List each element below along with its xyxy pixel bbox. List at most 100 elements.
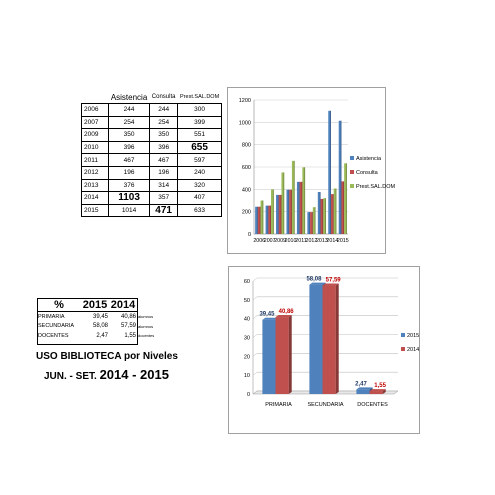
table-row: 2015 1014 471 633 bbox=[81, 203, 222, 218]
bar-shade bbox=[272, 189, 274, 234]
cell-level: DOCENTES bbox=[38, 332, 69, 339]
levels-table: % 2015 2014 PRIMARIA 39,45 40,86 alumnos… bbox=[37, 298, 167, 341]
cell-unit: docentes bbox=[138, 333, 155, 339]
bar-top bbox=[322, 283, 339, 286]
legend-swatch bbox=[350, 156, 354, 160]
usage-chart: 0 200 400 600 800 1000 1200 2006 2007 2009 2010 201… bbox=[227, 87, 396, 254]
cell-year: 2007 bbox=[81, 115, 109, 130]
gridline-depth bbox=[252, 371, 258, 376]
y-tick-label: 1200 bbox=[239, 98, 251, 104]
cell-2014: 1,55 bbox=[124, 332, 136, 339]
cell-2015: 39,45 bbox=[92, 313, 108, 320]
bar-shade bbox=[340, 120, 342, 234]
x-tick-label: 2009 bbox=[274, 238, 286, 244]
bar-prest-sal-dom bbox=[302, 167, 306, 234]
bar-consulta bbox=[320, 198, 324, 234]
cell-consulta: 471 bbox=[149, 203, 179, 218]
x-tick-label: 2007 bbox=[264, 238, 276, 244]
bar-asistencia bbox=[328, 110, 331, 234]
bar-2015 bbox=[309, 284, 323, 394]
cell-year: 2012 bbox=[81, 165, 109, 180]
data-label: 2,47 bbox=[355, 381, 367, 387]
cell-asistencia: 254 bbox=[107, 115, 151, 130]
y-tick-label: 1000 bbox=[239, 120, 251, 126]
bar-side bbox=[382, 389, 386, 394]
bar-consulta bbox=[310, 212, 313, 234]
x-tick-label: 2015 bbox=[337, 238, 349, 244]
header-spacer bbox=[137, 298, 167, 312]
bar-shade bbox=[330, 110, 331, 234]
bar-top bbox=[356, 387, 373, 390]
x-tick-label: PRIMARIA bbox=[265, 402, 292, 408]
gridline-depth bbox=[252, 315, 258, 319]
cell-prest: 655 bbox=[177, 140, 222, 155]
bar-asistencia bbox=[317, 192, 321, 234]
cell-asistencia: 1014 bbox=[107, 203, 151, 218]
levels-chart-svg: 0 10 20 30 40 50 60 39,45 40,86 PRIMARIA 58,08 57,5… bbox=[244, 277, 419, 408]
table-row: 2012 196 196 240 bbox=[81, 165, 222, 180]
bar-shade bbox=[262, 200, 264, 234]
usage-table: Asistencia Consulta Prest.SAL.DOM 2006 2… bbox=[81, 89, 222, 218]
legend-label: 2015 bbox=[407, 333, 419, 339]
cell-asistencia: 244 bbox=[107, 103, 151, 117]
cell-consulta: 254 bbox=[149, 115, 179, 130]
cell-prest: 300 bbox=[177, 103, 222, 117]
cell-2015: 58,08 bbox=[92, 323, 108, 330]
cell-consulta: 396 bbox=[149, 140, 179, 155]
bar-shade bbox=[309, 212, 311, 234]
bar-side bbox=[335, 283, 339, 394]
cell-level: PRIMARIA bbox=[38, 313, 65, 320]
legend-swatch bbox=[401, 347, 405, 351]
y-tick-label: 600 bbox=[242, 165, 251, 171]
bar-shade bbox=[343, 181, 345, 234]
bar-shade bbox=[277, 194, 279, 234]
cell-unit: alumnos bbox=[138, 323, 154, 329]
bar-shade bbox=[257, 206, 258, 234]
bar-consulta bbox=[330, 194, 334, 234]
legend-label: Asistencia bbox=[356, 156, 382, 162]
cell-asistencia: 396 bbox=[107, 140, 151, 155]
table-row: 2010 396 396 655 bbox=[81, 140, 222, 155]
cell-2014: 40,86 bbox=[120, 313, 136, 320]
cell-prest: 407 bbox=[177, 191, 222, 205]
x-tick-label: 2011 bbox=[295, 238, 306, 244]
header-2015: 2015 bbox=[81, 298, 109, 312]
bar-prest-sal-dom bbox=[312, 207, 316, 234]
legend-swatch bbox=[350, 170, 354, 174]
legend-label: 2014 bbox=[407, 347, 419, 353]
bar-consulta bbox=[278, 194, 282, 234]
table-row: PRIMARIA 39,45 40,86 alumnos bbox=[37, 312, 167, 322]
cell-consulta: 467 bbox=[149, 153, 179, 167]
bar-2015 bbox=[356, 389, 370, 394]
y-tick-label: 800 bbox=[242, 143, 251, 149]
gridline-depth bbox=[252, 353, 258, 357]
bar-asistencia bbox=[265, 205, 269, 234]
bar-prest-sal-dom bbox=[323, 198, 326, 234]
bar-shade bbox=[259, 206, 261, 234]
bar-consulta bbox=[299, 181, 303, 234]
y-tick-label: 60 bbox=[244, 279, 250, 285]
data-label: 40,86 bbox=[279, 309, 295, 315]
bar-top bbox=[309, 282, 326, 285]
bar-consulta bbox=[257, 206, 261, 234]
bar-shade bbox=[288, 189, 290, 234]
x-tick-label: SECUNDARIA bbox=[307, 402, 343, 408]
caption-period-prefix: JUN. - SET. bbox=[44, 371, 97, 382]
bar-2015 bbox=[262, 319, 276, 394]
bar-top bbox=[369, 389, 386, 392]
data-label: 57,59 bbox=[326, 278, 342, 284]
cell-year: 2015 bbox=[81, 203, 109, 218]
cell-prest: 551 bbox=[177, 128, 222, 142]
bar-asistencia bbox=[276, 194, 279, 234]
cell-prest: 633 bbox=[177, 203, 222, 218]
bar-prest-sal-dom bbox=[281, 172, 285, 234]
cell-consulta: 244 bbox=[149, 103, 179, 117]
cell-prest: 320 bbox=[177, 178, 222, 193]
bar-shade bbox=[298, 181, 300, 234]
header-consulta: Consulta bbox=[149, 89, 178, 104]
cell-asistencia: 350 bbox=[107, 128, 151, 142]
bar-shade bbox=[319, 192, 321, 234]
y-tick-label: 50 bbox=[244, 298, 250, 304]
bar-shade bbox=[322, 198, 324, 234]
gridline-depth bbox=[252, 334, 258, 338]
